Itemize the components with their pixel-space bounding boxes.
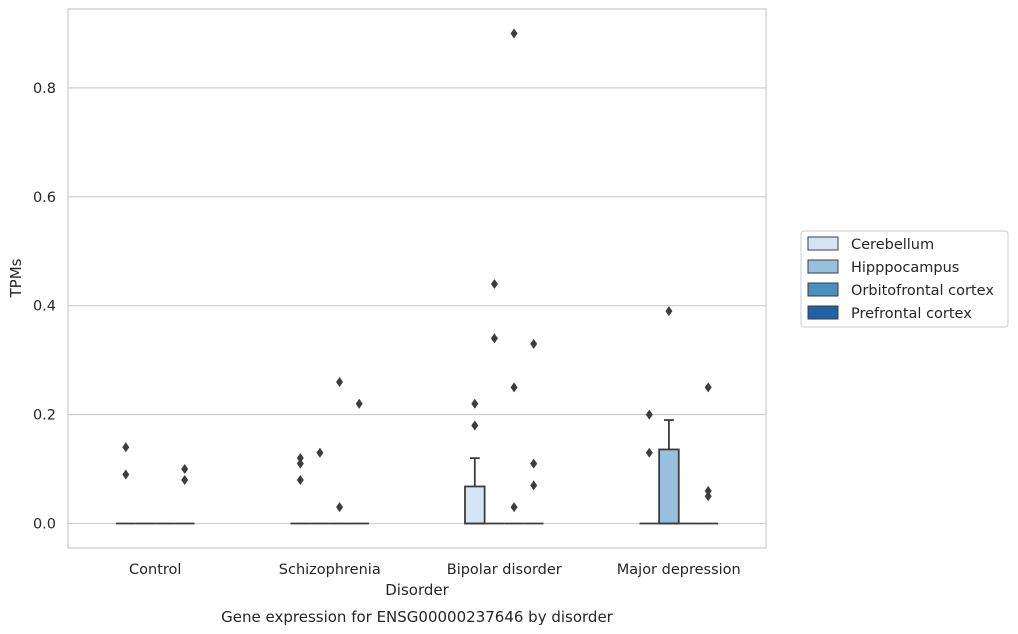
outlier-point	[530, 480, 538, 491]
outlier-point	[316, 447, 324, 458]
box	[329, 376, 350, 525]
box	[349, 398, 370, 525]
y-tick-label: 0.0	[33, 517, 56, 533]
box	[174, 464, 195, 525]
x-tick-label: Major depression	[617, 562, 741, 578]
outlier-point	[471, 398, 479, 409]
outlier-point	[336, 502, 344, 513]
legend-label: Cerebellum	[851, 237, 934, 253]
outlier-point	[490, 333, 498, 344]
outlier-point	[336, 376, 344, 387]
legend-label: Orbitofrontal cortex	[851, 283, 994, 299]
outlier-point	[510, 382, 518, 393]
legend-swatch	[807, 282, 839, 297]
legend-swatch	[807, 305, 839, 320]
box	[290, 453, 311, 525]
y-axis-ticks: 0.0 0.2 0.4 0.6 0.8	[33, 81, 56, 533]
y-tick-label: 0.8	[33, 81, 56, 97]
outlier-point	[490, 278, 498, 289]
outlier-point	[122, 469, 130, 480]
box	[523, 338, 544, 525]
x-axis-ticks: Control Schizophrenia Bipolar disorder Majo…	[129, 562, 741, 578]
legend-label: Hipppocampus	[851, 260, 959, 276]
y-tick-label: 0.4	[33, 299, 56, 315]
outlier-point	[510, 28, 518, 39]
box	[484, 278, 505, 525]
legend: Cerebellum Hipppocampus Orbitofrontal cort…	[800, 230, 1009, 328]
box	[658, 306, 680, 525]
outlier-point	[510, 502, 518, 513]
y-axis-label: TPMs	[7, 258, 25, 298]
legend-swatch	[807, 236, 839, 251]
box-series	[115, 28, 719, 525]
x-tick-label: Bipolar disorder	[447, 562, 562, 578]
plot-area-frame	[67, 8, 767, 549]
legend-swatch	[807, 259, 839, 274]
outlier-point	[355, 398, 363, 409]
legend-label: Prefrontal cortex	[851, 306, 972, 322]
outlier-point	[296, 474, 304, 485]
outlier-point	[530, 338, 538, 349]
x-tick-label: Schizophrenia	[279, 562, 381, 578]
box	[639, 409, 660, 525]
box	[464, 398, 486, 525]
outlier-point	[704, 491, 712, 502]
outlier-point	[122, 442, 130, 453]
x-tick-label: Control	[129, 562, 181, 578]
outlier-point	[296, 453, 304, 464]
y-tick-label: 0.6	[33, 190, 56, 206]
box	[504, 28, 524, 525]
outlier-point	[665, 306, 673, 317]
outlier-point	[296, 458, 304, 469]
box	[698, 382, 719, 525]
outlier-point	[530, 458, 538, 469]
box-body	[658, 448, 680, 525]
box-body	[464, 485, 486, 525]
outlier-point	[181, 474, 189, 485]
y-tick-label: 0.2	[33, 408, 56, 424]
outlier-point	[704, 485, 712, 496]
box	[115, 442, 136, 525]
outlier-point	[645, 447, 653, 458]
chart-caption: Gene expression for ENSG00000237646 by d…	[221, 608, 614, 626]
x-axis-label: Disorder	[385, 581, 449, 599]
outlier-point	[704, 382, 712, 393]
legend-frame	[800, 230, 1009, 328]
outlier-point	[645, 409, 653, 420]
outlier-point	[181, 464, 189, 475]
outlier-point	[471, 420, 479, 431]
box	[310, 447, 330, 525]
